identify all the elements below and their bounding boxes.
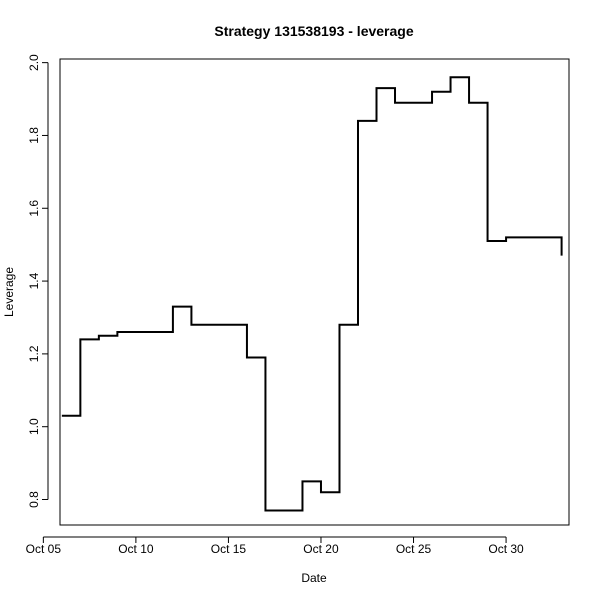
y-axis-label: Leverage bbox=[2, 267, 16, 317]
y-tick-label: 1.8 bbox=[27, 127, 41, 144]
y-tick-label: 1.4 bbox=[27, 272, 41, 289]
y-axis: 0.8 1.0 1.2 1.4 1.6 1.8 2.0 bbox=[27, 54, 49, 508]
series-line-1 bbox=[61, 76, 563, 512]
x-axis: Oct 05 Oct 10 Oct 15 Oct 20 Oct 25 Oct 30 bbox=[26, 536, 524, 556]
x-tick-label: Oct 25 bbox=[396, 542, 432, 556]
chart-title: Strategy 131538193 - leverage bbox=[214, 23, 413, 39]
series-layer bbox=[61, 76, 563, 512]
y-tick-label: 1.6 bbox=[27, 200, 41, 217]
x-tick-label: Oct 10 bbox=[118, 542, 154, 556]
plot-area-frame bbox=[59, 58, 570, 526]
x-axis-label: Date bbox=[301, 571, 327, 585]
y-tick-label: 2.0 bbox=[27, 54, 41, 71]
y-tick-label: 0.8 bbox=[27, 491, 41, 508]
x-tick-label: Oct 15 bbox=[211, 542, 247, 556]
x-tick-label: Oct 30 bbox=[488, 542, 524, 556]
x-tick-label: Oct 20 bbox=[303, 542, 339, 556]
y-tick-label: 1.0 bbox=[27, 418, 41, 435]
y-tick-label: 1.2 bbox=[27, 345, 41, 362]
x-tick-label: Oct 05 bbox=[26, 542, 62, 556]
